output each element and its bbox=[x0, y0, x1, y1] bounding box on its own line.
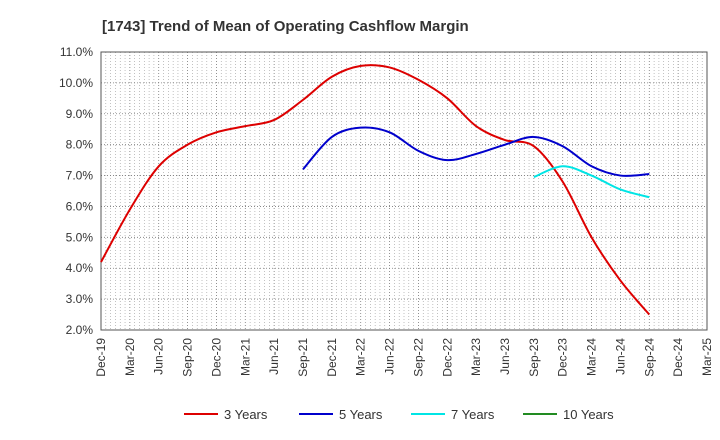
x-tick-label: Sep-21 bbox=[296, 338, 310, 377]
x-tick-label: Dec-22 bbox=[440, 338, 454, 377]
y-tick-label: 5.0% bbox=[66, 230, 94, 244]
x-tick-label: Mar-20 bbox=[123, 338, 137, 376]
legend: 3 Years 5 Years 7 Years 10 Years bbox=[184, 407, 614, 422]
x-tick-label: Mar-25 bbox=[700, 338, 714, 376]
series-line-5-years bbox=[302, 126, 650, 177]
y-tick-label: 3.0% bbox=[66, 292, 94, 306]
legend-label: 7 Years bbox=[451, 407, 495, 422]
x-tick-label: Jun-21 bbox=[267, 338, 281, 375]
x-tick-label: Jun-20 bbox=[152, 338, 166, 375]
legend-label: 10 Years bbox=[563, 407, 614, 422]
legend-label: 3 Years bbox=[224, 407, 268, 422]
x-tick-label: Dec-20 bbox=[209, 338, 223, 377]
y-tick-label: 8.0% bbox=[66, 138, 94, 152]
chart-title: [1743] Trend of Mean of Operating Cashfl… bbox=[102, 18, 469, 35]
x-tick-label: Sep-20 bbox=[181, 338, 195, 377]
x-tick-label: Sep-24 bbox=[642, 338, 656, 377]
series-line-7-years bbox=[533, 165, 650, 199]
series-line-3-years bbox=[100, 64, 651, 316]
x-tick-label: Jun-23 bbox=[498, 338, 512, 375]
x-tick-label: Mar-24 bbox=[585, 338, 599, 376]
y-tick-label: 9.0% bbox=[66, 107, 94, 121]
x-tick-label: Jun-22 bbox=[383, 338, 397, 375]
x-tick-label: Dec-19 bbox=[94, 338, 108, 377]
x-tick-label: Sep-22 bbox=[411, 338, 425, 377]
legend-label: 5 Years bbox=[339, 407, 383, 422]
x-tick-label: Mar-23 bbox=[469, 338, 483, 376]
y-tick-label: 2.0% bbox=[66, 323, 94, 337]
y-tick-label: 10.0% bbox=[59, 76, 93, 90]
x-tick-label: Jun-24 bbox=[613, 338, 627, 375]
y-tick-label: 6.0% bbox=[66, 199, 94, 213]
x-tick-label: Sep-23 bbox=[527, 338, 541, 377]
x-tick-label: Dec-24 bbox=[671, 338, 685, 377]
y-tick-label: 4.0% bbox=[66, 261, 94, 275]
plot-border bbox=[100, 51, 708, 331]
x-tick-label: Mar-22 bbox=[354, 338, 368, 376]
plot-area: 2.0% 3.0% 4.0% 5.0% 6.0% 7.0% 8.0% 9.0% 10.0% 11.… bbox=[59, 45, 714, 377]
x-tick-label: Mar-21 bbox=[238, 338, 252, 376]
y-tick-label: 7.0% bbox=[66, 169, 94, 183]
x-tick-label: Dec-23 bbox=[556, 338, 570, 377]
y-tick-label: 11.0% bbox=[60, 45, 93, 59]
x-tick-label: Dec-21 bbox=[325, 338, 339, 377]
